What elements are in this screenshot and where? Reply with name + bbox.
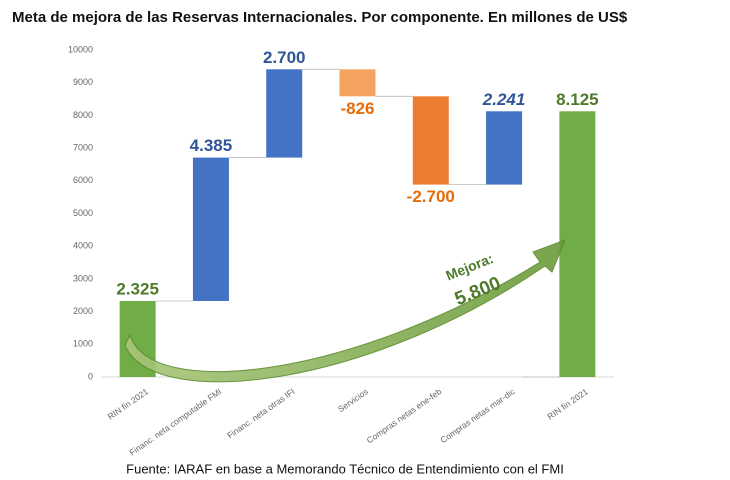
value-label: 8.125 [556, 90, 599, 109]
y-tick-label: 7000 [73, 142, 93, 152]
y-tick-label: 5000 [73, 208, 93, 218]
value-label: -2.700 [407, 187, 455, 206]
y-tick-label: 6000 [73, 175, 93, 185]
value-label: 2.325 [116, 279, 159, 298]
x-tick-label: RIN fin 2021 [106, 386, 151, 421]
improvement-arrow [124, 239, 566, 383]
x-tick-label: Financ. neta otras IFI [225, 386, 297, 440]
value-label: 2.700 [263, 48, 306, 67]
y-tick-label: 8000 [73, 110, 93, 120]
bar [339, 69, 376, 97]
bar [486, 111, 523, 185]
y-tick-label: 10000 [68, 44, 93, 54]
y-tick-label: 4000 [73, 241, 93, 251]
y-tick-label: 9000 [73, 77, 93, 87]
x-tick-label: RIN fin 2021 [545, 386, 590, 421]
source-note: Fuente: IARAF en base a Memorando Técnic… [126, 461, 564, 476]
value-label: 2.241 [482, 90, 526, 109]
y-tick-label: 0 [88, 371, 93, 381]
y-tick-label: 2000 [73, 306, 93, 316]
x-tick-label: Compras netas ene-feb [365, 386, 444, 445]
chart-title: Meta de mejora de las Reservas Internaci… [12, 9, 628, 26]
value-label: 4.385 [190, 136, 233, 155]
bar [412, 96, 449, 185]
x-tick-label: Servicios [336, 386, 370, 414]
x-tick-label: Compras netas mar-dic [438, 386, 517, 445]
y-tick-label: 1000 [73, 339, 93, 349]
value-label: -826 [340, 99, 374, 118]
bar [192, 157, 229, 301]
y-tick-label: 3000 [73, 273, 93, 283]
bar [266, 69, 303, 158]
bar [559, 111, 596, 377]
